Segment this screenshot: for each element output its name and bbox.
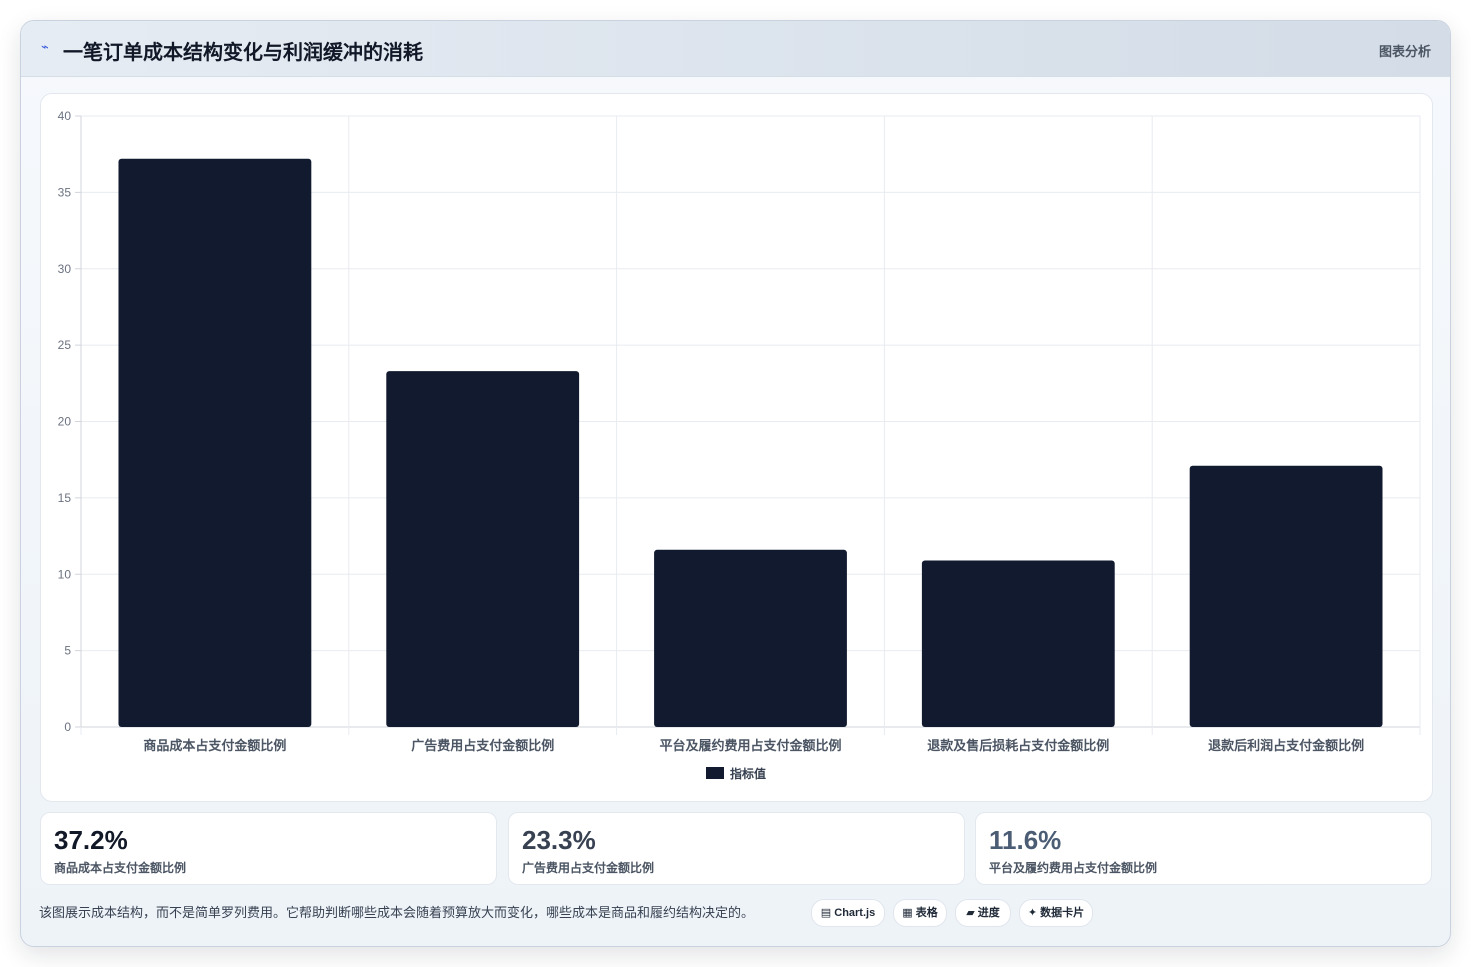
x-tick-label: 商品成本占支付金额比例 [143,738,286,753]
legend-swatch [706,767,724,779]
tag-label: Chart.js [834,907,876,919]
stat-value: 11.6% [989,825,1062,855]
chart-analysis-link[interactable]: 图表分析 [1378,44,1431,59]
stat-card-2: 23.3% 广告费用占支付金额比例 [508,812,965,885]
tag-label: 数据卡片 [1040,907,1085,919]
bar-chart: 0 5 10 15 20 25 30 35 40 商品成本占支付金额比例 广告费用占支付金额比例 平台… [58,109,1421,781]
legend-label: 指标值 [730,766,766,781]
chart-description: 该图展示成本结构，而不是简单罗列费用。它帮助判断哪些成本会随着预算放大而变化，哪… [39,905,755,920]
bar [118,158,312,727]
stat-value: 37.2% [54,825,128,855]
table-icon: ▦ [902,907,913,919]
bar [921,560,1115,727]
tag-chartjs[interactable]: ▤ Chart.js [811,899,885,927]
y-tick-label: 35 [58,185,72,199]
chart-icon: ▤ [820,907,832,919]
bolt-icon: ⌁ [41,39,49,54]
page-title: 一笔订单成本结构变化与利润缓冲的消耗 [63,42,423,64]
bar [386,371,580,727]
sparkle-icon: ✦ [1027,907,1038,919]
x-tick-label: 平台及履约费用占支付金额比例 [659,738,841,753]
y-tick-label: 40 [58,109,72,123]
tag-progress[interactable]: ▰ 进度 [955,899,1011,927]
tag-table[interactable]: ▦ 表格 [893,899,947,927]
y-tick-label: 25 [58,338,72,352]
bar [1189,465,1383,727]
x-tick-label: 退款及售后损耗占支付金额比例 [927,738,1109,753]
chart-panel: 0 5 10 15 20 25 30 35 40 商品成本占支付金额比例 广告费用占支付金额比例 平台… [40,93,1433,802]
x-tick-label: 退款后利润占支付金额比例 [1208,738,1364,753]
y-tick-label: 15 [58,491,72,505]
card-header: ⌁ 一笔订单成本结构变化与利润缓冲的消耗 图表分析 [21,21,1450,77]
stat-value: 23.3% [522,825,596,855]
y-tick-label: 0 [64,720,71,734]
y-tick-label: 30 [58,262,72,276]
tag-data-card[interactable]: ✦ 数据卡片 [1019,899,1093,927]
x-tick-label: 广告费用占支付金额比例 [411,738,554,753]
bar [654,549,847,727]
y-tick-label: 10 [58,567,72,581]
progress-icon: ▰ [966,907,975,919]
stat-card-1: 37.2% 商品成本占支付金额比例 [40,812,497,885]
chart-card: ⌁ 一笔订单成本结构变化与利润缓冲的消耗 图表分析 0 5 10 15 20 25 30 35… [20,20,1451,947]
stat-label: 平台及履约费用占支付金额比例 [989,861,1158,875]
tag-label: 进度 [977,907,1000,919]
y-tick-label: 5 [64,644,71,658]
stat-label: 商品成本占支付金额比例 [54,861,187,875]
tag-label: 表格 [915,907,938,919]
stat-label: 广告费用占支付金额比例 [522,861,655,875]
stat-card-3: 11.6% 平台及履约费用占支付金额比例 [975,812,1432,885]
y-tick-label: 20 [58,415,72,429]
